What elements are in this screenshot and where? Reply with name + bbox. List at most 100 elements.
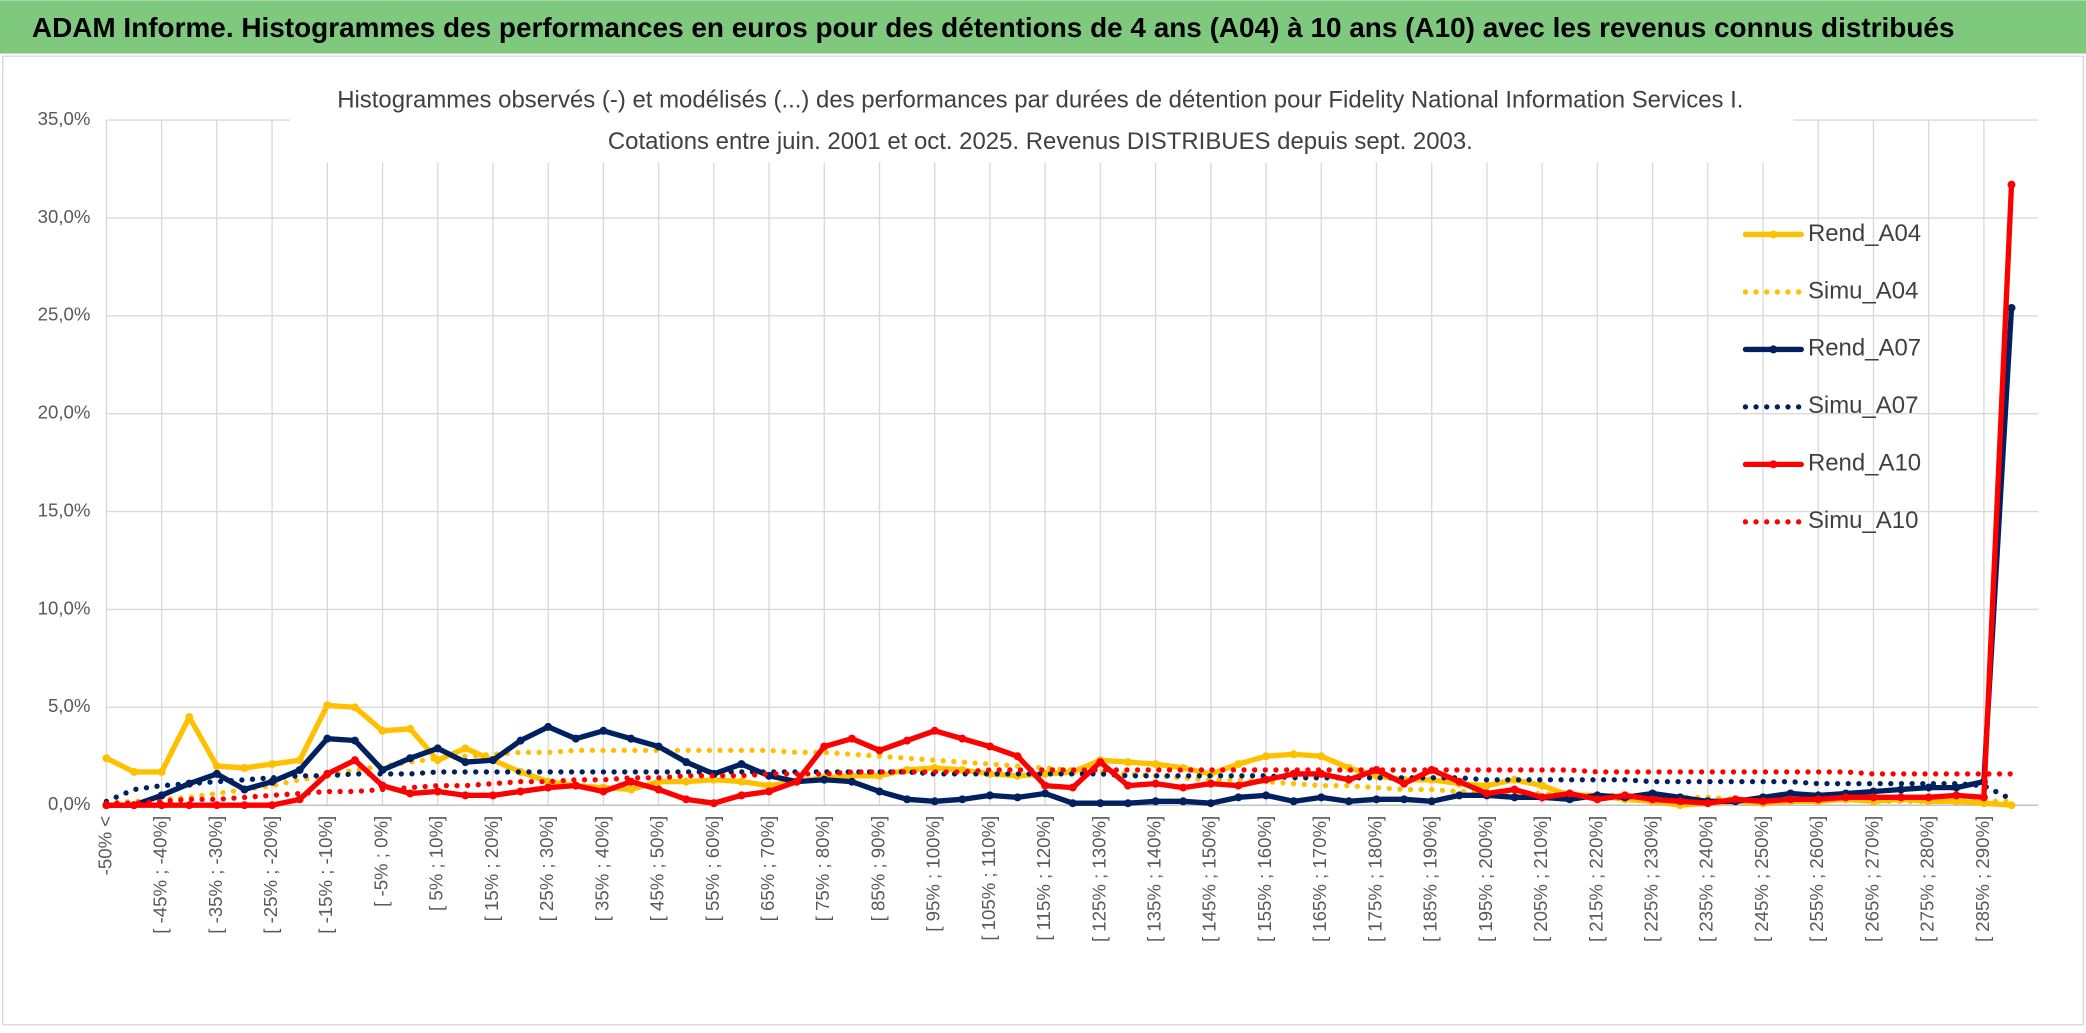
point-marker xyxy=(1096,799,1105,808)
x-tick-label: [ -15% ; -10%] xyxy=(315,816,336,934)
point-marker xyxy=(1123,799,1132,808)
point-marker xyxy=(1372,795,1381,804)
point-marker xyxy=(1538,781,1547,790)
point-marker xyxy=(1400,779,1409,788)
point-marker xyxy=(1317,752,1326,761)
point-marker xyxy=(1703,799,1712,808)
point-marker xyxy=(1952,791,1961,800)
point-marker xyxy=(461,791,470,800)
point-marker xyxy=(1013,793,1022,802)
x-tick-label: [ 55% ; 60%] xyxy=(702,816,723,922)
point-marker xyxy=(1869,787,1878,796)
point-marker xyxy=(212,801,221,810)
point-marker xyxy=(1068,799,1077,808)
point-marker xyxy=(1041,789,1050,798)
x-tick-label: [ -45% ; -40%] xyxy=(150,816,171,934)
x-tick-label: [ 105% ; 110%] xyxy=(978,816,999,941)
point-marker xyxy=(406,754,415,763)
point-marker xyxy=(1924,793,1933,802)
point-marker xyxy=(1344,775,1353,784)
point-marker xyxy=(2007,801,2016,810)
point-marker xyxy=(1289,797,1298,806)
point-marker xyxy=(1455,791,1464,800)
point-marker xyxy=(350,703,359,712)
point-marker xyxy=(323,734,332,743)
point-marker xyxy=(1620,791,1629,800)
legend-marker xyxy=(1769,230,1778,239)
x-tick-label: [ 165% ; 170%] xyxy=(1309,816,1330,942)
point-marker xyxy=(1289,750,1298,759)
y-tick-label: 35,0% xyxy=(38,108,91,129)
point-marker xyxy=(1123,781,1132,790)
point-marker xyxy=(1234,781,1243,790)
point-marker xyxy=(295,795,304,804)
point-marker xyxy=(323,769,332,778)
point-marker xyxy=(903,795,912,804)
point-marker xyxy=(1262,752,1271,761)
x-tick-label: [ 85% ; 90%] xyxy=(867,816,888,922)
x-tick-label: [ 155% ; 160%] xyxy=(1254,816,1275,942)
point-marker xyxy=(461,758,470,767)
point-marker xyxy=(627,785,636,794)
chart-frame xyxy=(1,55,2085,1026)
legend-label: Rend_A10 xyxy=(1808,450,1921,477)
point-marker xyxy=(1482,789,1491,798)
point-marker xyxy=(240,785,249,794)
point-marker xyxy=(1179,783,1188,792)
point-marker xyxy=(1427,797,1436,806)
legend-label: Rend_A04 xyxy=(1808,220,1921,247)
legend-label: Simu_A04 xyxy=(1808,277,1918,304)
point-marker xyxy=(406,789,415,798)
point-marker xyxy=(737,791,746,800)
point-marker xyxy=(1206,799,1215,808)
header-title: ADAM Informe. Histogrammes des performan… xyxy=(32,12,1955,43)
point-marker xyxy=(903,736,912,745)
point-marker xyxy=(875,787,884,796)
x-tick-label: [ 115% ; 120%] xyxy=(1033,816,1054,941)
x-tick-label: [ 25% ; 30%] xyxy=(536,816,557,922)
x-tick-label: [ 45% ; 50%] xyxy=(647,816,668,922)
x-tick-label: [ 15% ; 20%] xyxy=(481,816,502,922)
point-marker xyxy=(765,781,774,790)
point-marker xyxy=(571,734,580,743)
point-marker xyxy=(985,791,994,800)
point-marker xyxy=(847,734,856,743)
x-tick-label: [ -35% ; -30%] xyxy=(205,816,226,934)
y-tick-label: 10,0% xyxy=(38,597,91,618)
y-tick-label: 20,0% xyxy=(38,402,91,423)
point-marker xyxy=(1897,785,1906,794)
point-marker xyxy=(1234,760,1243,769)
point-marker xyxy=(1151,760,1160,769)
x-tick-label: [ 245% ; 250%] xyxy=(1751,816,1772,942)
point-marker xyxy=(212,762,221,771)
point-marker xyxy=(737,760,746,769)
legend-label: Simu_A07 xyxy=(1808,392,1918,419)
x-tick-label: [ 255% ; 260%] xyxy=(1806,816,1827,942)
point-marker xyxy=(654,785,663,794)
point-marker xyxy=(1676,797,1685,806)
x-tick-label: [ 145% ; 150%] xyxy=(1199,816,1220,942)
point-marker xyxy=(157,767,166,776)
point-marker xyxy=(130,767,139,776)
point-marker xyxy=(930,797,939,806)
x-tick-label: [ 135% ; 140%] xyxy=(1144,816,1165,942)
point-marker xyxy=(350,756,359,765)
y-tick-label: 30,0% xyxy=(38,206,91,227)
point-marker xyxy=(847,777,856,786)
x-tick-label: [ 235% ; 240%] xyxy=(1696,816,1717,942)
simulated-line xyxy=(103,767,2015,806)
point-marker xyxy=(433,744,442,753)
header-band xyxy=(0,0,2086,54)
plot-area: 0,0% 5,0% 10,0% 15,0% 20,0% 25,0% 30,0% 35,0% -5… xyxy=(38,108,2039,942)
point-marker xyxy=(1565,795,1574,804)
point-marker xyxy=(1013,752,1022,761)
title-backdrop xyxy=(290,82,1794,163)
point-marker xyxy=(1648,795,1657,804)
point-marker xyxy=(1979,793,1988,802)
x-tick-label: [ 185% ; 190%] xyxy=(1420,816,1441,942)
x-tick-label: [ -5% ; 0%] xyxy=(370,816,391,907)
point-marker xyxy=(1068,783,1077,792)
point-marker xyxy=(985,742,994,751)
point-marker xyxy=(1759,797,1768,806)
point-marker xyxy=(792,777,801,786)
